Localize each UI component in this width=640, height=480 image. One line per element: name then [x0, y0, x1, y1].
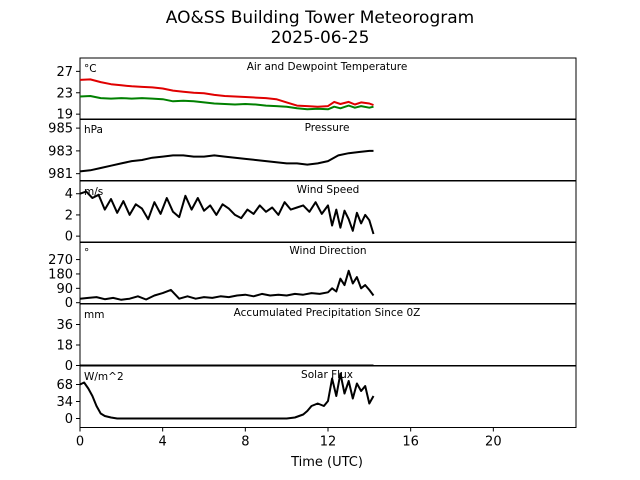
y-tick-label: 2: [65, 208, 73, 223]
y-tick-label: 0: [65, 359, 73, 374]
panel-title: Pressure: [305, 122, 350, 134]
y-tick-label: 23: [56, 86, 73, 101]
y-tick-label: 983: [48, 144, 73, 159]
panel-unit: mm: [84, 309, 104, 321]
panel-unit: W/m^2: [84, 371, 124, 383]
y-tick-label: 68: [56, 378, 73, 393]
panel-title: Accumulated Precipitation Since 0Z: [234, 307, 421, 319]
x-tick-label: 16: [402, 435, 419, 450]
panel-title: Solar Flux: [301, 369, 353, 381]
series-line-wind_direction: [79, 269, 375, 301]
x-axis: 0 4 8 12 16 20: [76, 427, 502, 450]
y-tick-label: 27: [56, 65, 73, 80]
y-tick-label: 34: [56, 395, 73, 410]
x-tick-label: 8: [241, 435, 249, 450]
panel-0: 19 23 27 °C Air and Dewpoint Temperature: [56, 57, 577, 123]
chart-title: AO&SS Building Tower Meteorogram: [165, 8, 475, 28]
y-tick-label: 0: [65, 230, 73, 245]
panel-unit: hPa: [84, 124, 103, 136]
x-tick-label: 12: [320, 435, 337, 450]
chart-subtitle: 2025-06-25: [270, 28, 370, 48]
panel-4: 0 18 36 mm Accumulated Precipitation Since 0…: [56, 303, 577, 374]
y-tick-label: 19: [56, 108, 73, 123]
x-tick-label: 20: [485, 435, 502, 450]
panel-title: Wind Speed: [297, 184, 360, 196]
panel-2: 024 m/s Wind Speed: [65, 180, 577, 245]
x-axis-label: Time (UTC): [290, 455, 363, 470]
series-line-dewpoint: [79, 95, 374, 111]
x-tick-label: 0: [76, 435, 84, 450]
x-tick-label: 4: [159, 435, 167, 450]
y-tick-label: 4: [65, 187, 73, 202]
y-tick-label: 36: [56, 318, 73, 333]
y-tick-label: 90: [56, 282, 73, 297]
panel-unit: °C: [84, 63, 97, 75]
y-tick-label: 0: [65, 296, 73, 311]
panel-title: Air and Dewpoint Temperature: [247, 61, 408, 73]
series-line-temperature: [79, 78, 374, 108]
panel-unit: °: [84, 247, 89, 259]
y-tick-label: 0: [65, 412, 73, 427]
y-tick-label: 270: [48, 253, 73, 268]
panel-5: 0 34 68 W/m^2 Solar Flux: [56, 365, 577, 428]
panel-1: 981 983 985 hPa Pressure: [48, 118, 577, 182]
panel-title: Wind Direction: [289, 245, 366, 257]
series-line-pressure: [79, 149, 374, 173]
y-tick-label: 180: [48, 267, 73, 282]
series-line-solar_flux: [79, 372, 375, 420]
y-tick-label: 18: [56, 339, 73, 354]
y-tick-label: 981: [48, 167, 73, 182]
y-tick-label: 985: [48, 122, 73, 137]
series-line-wind_speed: [79, 190, 375, 235]
